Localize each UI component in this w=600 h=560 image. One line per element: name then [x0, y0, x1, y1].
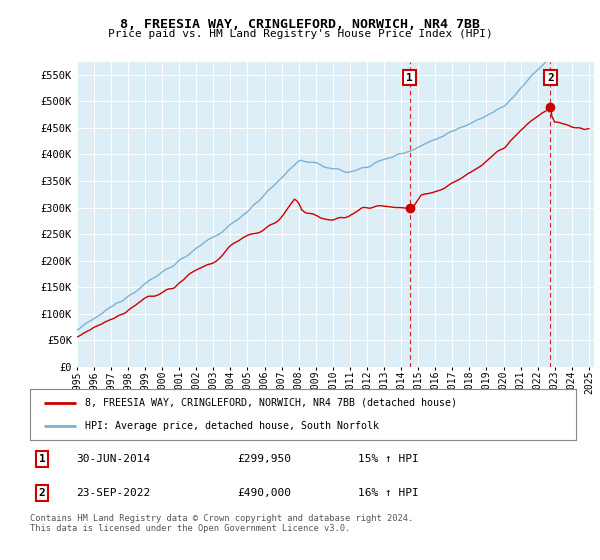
Text: 15% ↑ HPI: 15% ↑ HPI — [358, 454, 418, 464]
Text: 23-SEP-2022: 23-SEP-2022 — [76, 488, 151, 498]
Text: Contains HM Land Registry data © Crown copyright and database right 2024.
This d: Contains HM Land Registry data © Crown c… — [30, 514, 413, 533]
Text: 30-JUN-2014: 30-JUN-2014 — [76, 454, 151, 464]
Text: 2: 2 — [38, 488, 46, 498]
Text: 8, FREESIA WAY, CRINGLEFORD, NORWICH, NR4 7BB: 8, FREESIA WAY, CRINGLEFORD, NORWICH, NR… — [120, 18, 480, 31]
Text: 8, FREESIA WAY, CRINGLEFORD, NORWICH, NR4 7BB (detached house): 8, FREESIA WAY, CRINGLEFORD, NORWICH, NR… — [85, 398, 457, 408]
Text: 2: 2 — [547, 73, 554, 82]
Text: Price paid vs. HM Land Registry's House Price Index (HPI): Price paid vs. HM Land Registry's House … — [107, 29, 493, 39]
Text: 1: 1 — [406, 73, 413, 82]
Text: £490,000: £490,000 — [238, 488, 292, 498]
Text: 16% ↑ HPI: 16% ↑ HPI — [358, 488, 418, 498]
Text: 1: 1 — [38, 454, 46, 464]
Text: HPI: Average price, detached house, South Norfolk: HPI: Average price, detached house, Sout… — [85, 421, 379, 431]
Text: £299,950: £299,950 — [238, 454, 292, 464]
